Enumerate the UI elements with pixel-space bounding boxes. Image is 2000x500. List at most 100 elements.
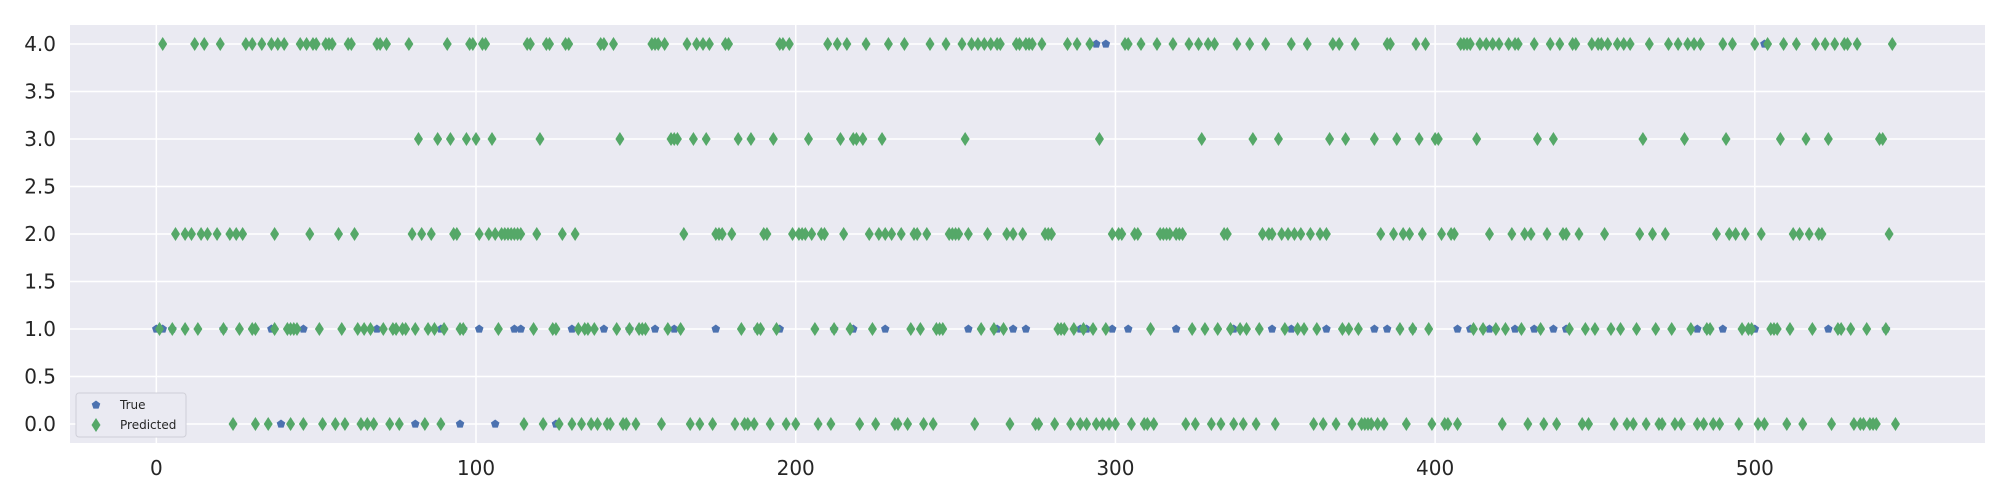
predicted-point <box>1136 37 1146 51</box>
predicted-point <box>1078 322 1088 336</box>
predicted-point <box>621 417 631 431</box>
predicted-point <box>1846 322 1856 336</box>
predicted-point <box>1235 322 1245 336</box>
predicted-point <box>1289 227 1299 241</box>
y-tick-label: 3.5 <box>24 80 56 104</box>
predicted-point <box>1117 227 1127 241</box>
predicted-point <box>1590 322 1600 336</box>
predicted-point <box>976 322 986 336</box>
predicted-point <box>1542 227 1552 241</box>
x-axis: 0 100 200 300 400 500 <box>150 456 1774 480</box>
predicted-point <box>788 227 798 241</box>
predicted-point <box>1727 37 1737 51</box>
predicted-point <box>979 37 989 51</box>
predicted-point <box>791 417 801 431</box>
predicted-point <box>439 322 449 336</box>
predicted-point <box>1606 322 1616 336</box>
predicted-point <box>1616 322 1626 336</box>
predicted-point <box>564 37 574 51</box>
predicted-point <box>292 322 302 336</box>
predicted-point <box>1552 417 1562 431</box>
predicted-point <box>967 37 977 51</box>
y-tick-label: 2.5 <box>24 175 56 199</box>
predicted-point <box>995 37 1005 51</box>
predicted-point <box>692 37 702 51</box>
x-tick-label: 100 <box>457 456 495 480</box>
predicted-point <box>1881 322 1891 336</box>
predicted-point <box>225 227 235 241</box>
predicted-point <box>340 417 350 431</box>
predicted-point <box>1094 132 1104 146</box>
predicted-point <box>608 37 618 51</box>
predicted-point <box>1241 322 1251 336</box>
predicted-point <box>1437 227 1447 241</box>
true-point <box>299 324 308 333</box>
predicted-point <box>1641 417 1651 431</box>
predicted-point <box>1849 417 1859 431</box>
predicted-point <box>1638 132 1648 146</box>
predicted-point <box>1187 322 1197 336</box>
predicted-point <box>624 322 634 336</box>
predicted-point <box>733 132 743 146</box>
predicted-point <box>1708 417 1718 431</box>
predicted-point <box>1635 227 1645 241</box>
predicted-point <box>529 322 539 336</box>
predicted-point <box>1146 322 1156 336</box>
predicted-point <box>986 37 996 51</box>
predicted-point <box>743 417 753 431</box>
predicted-point <box>1484 227 1494 241</box>
predicted-point <box>1718 37 1728 51</box>
predicted-point <box>1571 37 1581 51</box>
predicted-point <box>1705 322 1715 336</box>
predicted-point <box>1376 227 1386 241</box>
predicted-point <box>1318 417 1328 431</box>
predicted-point <box>334 227 344 241</box>
y-tick-label: 1.0 <box>24 317 56 341</box>
predicted-point <box>302 37 312 51</box>
predicted-point <box>1261 37 1271 51</box>
predicted-point <box>864 227 874 241</box>
predicted-point <box>1884 227 1894 241</box>
predicted-point <box>1178 227 1188 241</box>
predicted-point <box>1804 227 1814 241</box>
true-point <box>474 324 484 333</box>
predicted-point <box>314 322 324 336</box>
predicted-point <box>215 37 225 51</box>
predicted-point <box>1798 417 1808 431</box>
predicted-point <box>382 37 392 51</box>
predicted-point <box>1062 37 1072 51</box>
predicted-point <box>1098 417 1108 431</box>
predicted-point <box>1424 322 1434 336</box>
predicted-point <box>1433 132 1443 146</box>
predicted-point <box>1251 417 1261 431</box>
predicted-point <box>493 322 503 336</box>
predicted-point <box>698 37 708 51</box>
predicted-point <box>171 227 181 241</box>
predicted-point <box>695 417 705 431</box>
predicted-point <box>842 37 852 51</box>
predicted-point <box>202 227 212 241</box>
predicted-point <box>855 417 865 431</box>
predicted-point <box>749 417 759 431</box>
predicted-point <box>1683 37 1693 51</box>
predicted-point <box>567 417 577 431</box>
predicted-point <box>704 37 714 51</box>
predicted-point <box>756 322 766 336</box>
predicted-point <box>1807 322 1817 336</box>
true-point <box>1267 324 1277 333</box>
true-point <box>1453 324 1462 333</box>
predicted-point <box>1203 37 1213 51</box>
predicted-point <box>1644 37 1654 51</box>
predicted-point <box>660 37 670 51</box>
predicted-point <box>1101 322 1111 336</box>
predicted-point <box>957 37 967 51</box>
predicted-point <box>903 417 913 431</box>
predicted-point <box>1667 322 1677 336</box>
predicted-point <box>359 322 369 336</box>
predicted-point <box>1046 227 1056 241</box>
predicted-point <box>1408 322 1418 336</box>
predicted-point <box>337 322 347 336</box>
legend-box <box>75 392 187 438</box>
predicted-point <box>746 132 756 146</box>
predicted-point <box>286 417 296 431</box>
